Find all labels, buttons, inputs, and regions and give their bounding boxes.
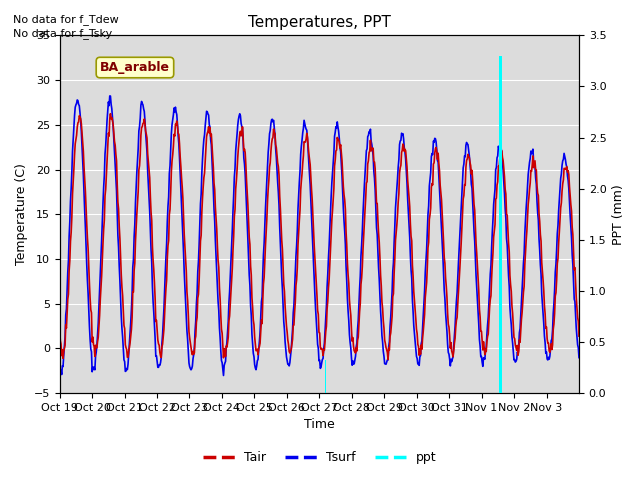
Bar [500,56,501,393]
Y-axis label: Temperature (C): Temperature (C) [15,163,28,265]
Title: Temperatures, PPT: Temperatures, PPT [248,15,391,30]
X-axis label: Time: Time [304,419,335,432]
Bar [500,56,502,393]
Bar [501,56,502,393]
Legend: Tair, Tsurf, ppt: Tair, Tsurf, ppt [198,446,442,469]
Y-axis label: PPT (mm): PPT (mm) [612,184,625,245]
Bar [325,360,326,393]
Text: No data for f_Tdew: No data for f_Tdew [13,13,118,24]
Text: BA_arable: BA_arable [100,61,170,74]
Bar [499,56,500,393]
Bar [324,360,326,393]
Text: No data for f_Tsky: No data for f_Tsky [13,28,112,39]
